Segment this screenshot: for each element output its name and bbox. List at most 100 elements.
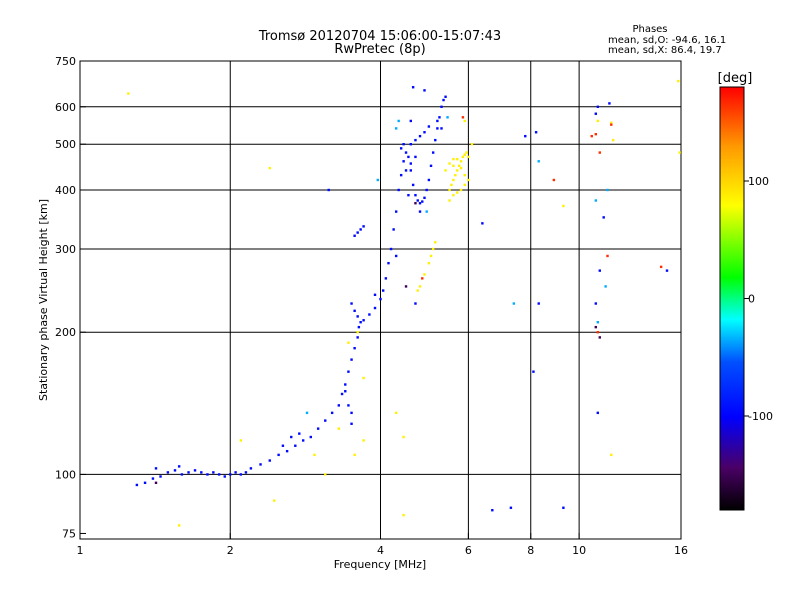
data-point <box>353 234 356 237</box>
data-point <box>353 453 356 457</box>
data-point <box>187 471 190 474</box>
data-points <box>127 79 681 527</box>
stats-heading: Phases <box>632 24 667 35</box>
data-point <box>425 188 428 192</box>
data-point <box>467 178 470 182</box>
data-point <box>423 196 426 200</box>
data-point <box>285 449 289 453</box>
data-point <box>465 151 468 154</box>
y-axis-label: Stationary phase Virtual Height [km] <box>37 199 50 401</box>
data-point <box>298 432 301 435</box>
data-point <box>481 222 484 225</box>
colorbar-label: [deg] <box>718 71 753 86</box>
data-point <box>399 173 403 177</box>
data-point <box>394 411 398 415</box>
data-point <box>436 119 439 123</box>
data-point <box>444 95 447 98</box>
data-point <box>452 193 455 197</box>
data-point <box>596 331 599 334</box>
data-point <box>456 169 459 172</box>
data-point <box>356 231 359 234</box>
x-tick-label: 4 <box>377 544 384 557</box>
data-point <box>273 499 276 502</box>
data-point <box>448 162 451 165</box>
data-point <box>440 105 443 108</box>
data-point <box>316 427 320 430</box>
data-point <box>444 169 447 172</box>
data-point <box>357 325 361 329</box>
data-point <box>537 160 540 163</box>
data-point <box>416 289 419 292</box>
data-point <box>290 435 293 439</box>
data-point <box>425 210 428 213</box>
data-point <box>404 169 408 172</box>
x-axis-ticks: 1 2 4 6 8 10 16 <box>77 533 688 557</box>
data-point <box>418 202 422 205</box>
data-point <box>409 119 412 123</box>
data-point <box>532 370 535 373</box>
data-point <box>347 404 350 407</box>
data-point <box>277 453 280 457</box>
data-point <box>562 506 565 509</box>
data-point <box>268 166 271 170</box>
colorbar-tick-label: 0 <box>748 293 755 306</box>
data-point <box>217 473 221 476</box>
data-point <box>450 183 453 187</box>
data-point <box>434 241 437 244</box>
data-point <box>362 439 365 442</box>
data-point <box>135 483 139 487</box>
data-point <box>154 467 158 470</box>
data-point <box>305 411 309 415</box>
data-point <box>268 459 271 462</box>
stats-o-mode: mean, sd,O: -94.6, 16.1 <box>608 35 726 46</box>
data-point <box>180 473 184 476</box>
y-tick-label: 500 <box>55 138 76 151</box>
data-point <box>602 216 605 219</box>
data-point <box>324 473 327 476</box>
y-tick-label: 200 <box>55 326 76 339</box>
data-point <box>423 131 426 134</box>
data-point <box>598 269 601 272</box>
data-point <box>463 119 466 123</box>
data-point <box>159 475 162 478</box>
data-point <box>509 506 513 509</box>
data-point <box>594 132 598 136</box>
data-point <box>463 153 466 156</box>
data-point <box>397 119 400 123</box>
data-point <box>399 147 403 150</box>
data-point <box>407 193 410 197</box>
y-tick-label: 400 <box>55 184 76 197</box>
data-point <box>606 254 609 258</box>
x-tick-label: 2 <box>227 544 234 557</box>
data-point <box>457 164 461 168</box>
data-point <box>409 142 412 146</box>
data-point <box>381 289 385 292</box>
data-point <box>239 439 243 442</box>
data-point <box>281 444 285 447</box>
data-point <box>350 422 353 425</box>
data-point <box>414 155 417 159</box>
data-point <box>337 427 341 430</box>
y-axis-ticks: 75 100 200 300 400 500 600 750 <box>55 55 86 540</box>
chart-subtitle: RwPretec (8p) <box>334 42 425 57</box>
data-point <box>459 188 463 192</box>
data-point <box>590 134 593 138</box>
data-point <box>596 320 599 324</box>
data-point <box>229 473 232 476</box>
data-point <box>454 173 457 177</box>
data-point <box>347 341 350 344</box>
data-point <box>402 513 405 517</box>
data-point <box>608 102 611 105</box>
data-point <box>596 119 599 123</box>
data-point <box>463 183 466 187</box>
y-tick-label: 75 <box>62 527 76 540</box>
x-tick-label: 6 <box>465 544 472 557</box>
data-point <box>409 162 412 165</box>
data-point <box>143 481 147 485</box>
data-point <box>356 331 359 334</box>
data-point <box>562 204 565 208</box>
data-point <box>416 199 419 202</box>
data-point <box>470 142 474 146</box>
x-axis-label: Frequency [MHz] <box>334 558 426 571</box>
